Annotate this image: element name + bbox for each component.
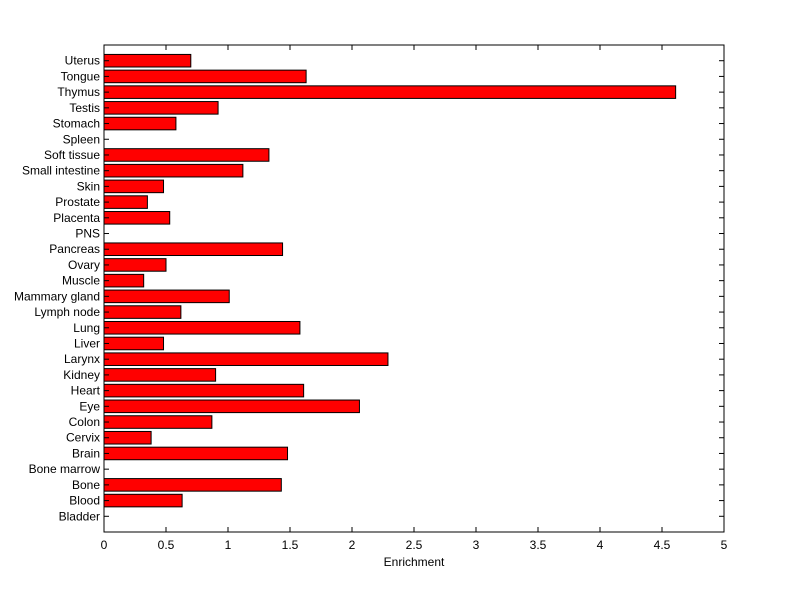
y-tick-label-uterus: Uterus xyxy=(65,54,100,68)
bar-stomach xyxy=(103,116,177,131)
x-tick-label-4: 2 xyxy=(349,538,356,552)
bar-skin xyxy=(103,179,165,194)
y-tick-label-thymus: Thymus xyxy=(57,85,100,99)
bar-bone xyxy=(103,478,282,492)
x-axis-label: Enrichment xyxy=(384,555,445,569)
y-tick-label-colon: Colon xyxy=(69,415,100,429)
y-tick-label-pns: PNS xyxy=(75,227,100,241)
x-tick-label-7: 3.5 xyxy=(530,538,547,552)
y-tick-label-larynx: Larynx xyxy=(64,352,100,366)
bar-tongue xyxy=(103,69,307,84)
y-tick-label-lung: Lung xyxy=(73,321,100,335)
bar-thymus xyxy=(103,85,677,99)
bar-blood xyxy=(103,493,183,508)
bar-uterus xyxy=(103,53,192,68)
x-tick-label-0: 0 xyxy=(101,538,108,552)
y-tick-label-spleen: Spleen xyxy=(63,132,100,146)
bar-kidney xyxy=(103,368,217,382)
bar-larynx xyxy=(103,352,389,366)
bar-testis xyxy=(103,101,219,115)
y-tick-label-muscle: Muscle xyxy=(62,274,100,288)
bar-eye xyxy=(103,399,360,414)
y-tick-label-pancreas: Pancreas xyxy=(49,242,100,256)
y-tick-label-lymph-node: Lymph node xyxy=(34,305,100,319)
y-tick-label-bone-marrow: Bone marrow xyxy=(29,462,101,476)
bar-heart xyxy=(103,383,305,398)
bar-mammary-gland xyxy=(103,289,230,304)
bar-liver xyxy=(103,336,165,351)
bars-group xyxy=(103,53,677,508)
ticks-group xyxy=(103,45,725,532)
bar-small-intestine xyxy=(103,163,244,178)
bar-prostate xyxy=(103,195,148,209)
bar-placenta xyxy=(103,211,171,225)
y-tick-label-placenta: Placenta xyxy=(53,211,100,225)
bar-pancreas xyxy=(103,242,284,257)
bar-ovary xyxy=(103,258,167,272)
bar-soft-tissue xyxy=(103,148,270,162)
y-tick-label-brain: Brain xyxy=(72,446,100,460)
x-tick-label-1: 0.5 xyxy=(158,538,175,552)
y-tick-label-cervix: Cervix xyxy=(66,431,100,445)
y-tick-label-soft-tissue: Soft tissue xyxy=(44,148,100,162)
y-tick-label-tongue: Tongue xyxy=(61,69,101,83)
bar-brain xyxy=(103,446,289,461)
y-tick-label-eye: Eye xyxy=(79,399,100,413)
y-tick-label-bone: Bone xyxy=(72,478,100,492)
bar-lung xyxy=(103,320,301,335)
x-tick-label-9: 4.5 xyxy=(654,538,671,552)
y-tick-label-bladder: Bladder xyxy=(59,509,100,523)
x-tick-label-2: 1 xyxy=(225,538,232,552)
y-tick-label-prostate: Prostate xyxy=(55,195,100,209)
y-tick-label-heart: Heart xyxy=(71,384,101,398)
bar-muscle xyxy=(103,273,145,288)
y-tick-label-blood: Blood xyxy=(69,494,100,508)
y-tick-label-mammary-gland: Mammary gland xyxy=(14,289,100,303)
y-tick-label-skin: Skin xyxy=(77,179,100,193)
y-tick-label-small-intestine: Small intestine xyxy=(22,164,100,178)
x-tick-label-3: 1.5 xyxy=(282,538,299,552)
y-tick-label-stomach: Stomach xyxy=(53,117,100,131)
y-tick-label-testis: Testis xyxy=(69,101,100,115)
y-tick-label-liver: Liver xyxy=(74,336,100,350)
bar-cervix xyxy=(103,430,152,445)
bar-lymph-node xyxy=(103,305,182,319)
bar-colon xyxy=(103,415,213,429)
y-tick-label-kidney: Kidney xyxy=(63,368,100,382)
x-tick-label-8: 4 xyxy=(597,538,604,552)
x-tick-label-6: 3 xyxy=(473,538,480,552)
x-tick-label-10: 5 xyxy=(721,538,728,552)
x-tick-label-5: 2.5 xyxy=(406,538,423,552)
y-tick-label-ovary: Ovary xyxy=(68,258,100,272)
